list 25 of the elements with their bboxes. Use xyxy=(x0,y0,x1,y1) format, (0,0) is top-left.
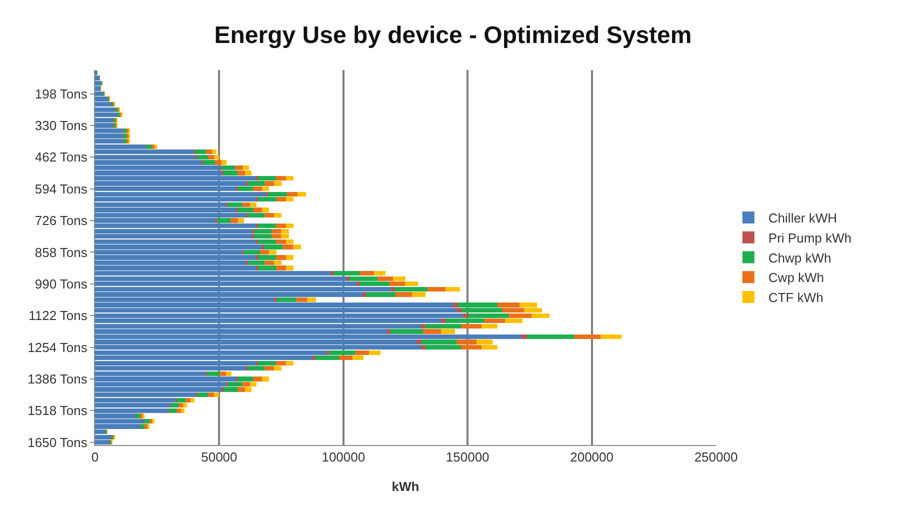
y-tick-label: 858 Tons xyxy=(34,244,88,260)
y-tick-label: 462 Tons xyxy=(34,150,88,165)
y-tick-label: 1254 Tons xyxy=(28,340,88,355)
legend-label: Cwp kWh xyxy=(768,270,824,286)
y-tick-label: 990 Tons xyxy=(34,276,88,292)
y-tick-label: 1650 Tons xyxy=(28,434,88,450)
y-tick-label: 594 Tons xyxy=(34,181,88,196)
x-tick-label: 150000 xyxy=(446,450,490,465)
legend-label: Chwp kWh xyxy=(768,250,832,266)
y-tick-label: 198 Tons xyxy=(34,86,88,102)
x-tick-label: 250000 xyxy=(694,450,738,465)
y-tick-label: 1122 Tons xyxy=(28,308,88,324)
legend-label: CTF kWh xyxy=(768,290,824,306)
y-tick-label: 1386 Tons xyxy=(28,372,88,387)
y-tick-label: 1518 Tons xyxy=(28,403,88,418)
chart-title: Energy Use by device - Optimized System xyxy=(214,22,692,49)
x-tick-label: 50000 xyxy=(201,450,238,465)
legend-label: Chiller kWH xyxy=(768,210,838,226)
y-tick-label: 330 Tons xyxy=(34,118,88,134)
x-axis-title: kWh xyxy=(392,479,420,494)
y-tick-label: 726 Tons xyxy=(34,213,88,228)
legend-label: Pri Pump kWh xyxy=(768,230,852,246)
x-tick-label: 200000 xyxy=(570,450,614,465)
x-tick-label: 0 xyxy=(91,450,99,465)
x-tick-label: 100000 xyxy=(322,450,366,465)
